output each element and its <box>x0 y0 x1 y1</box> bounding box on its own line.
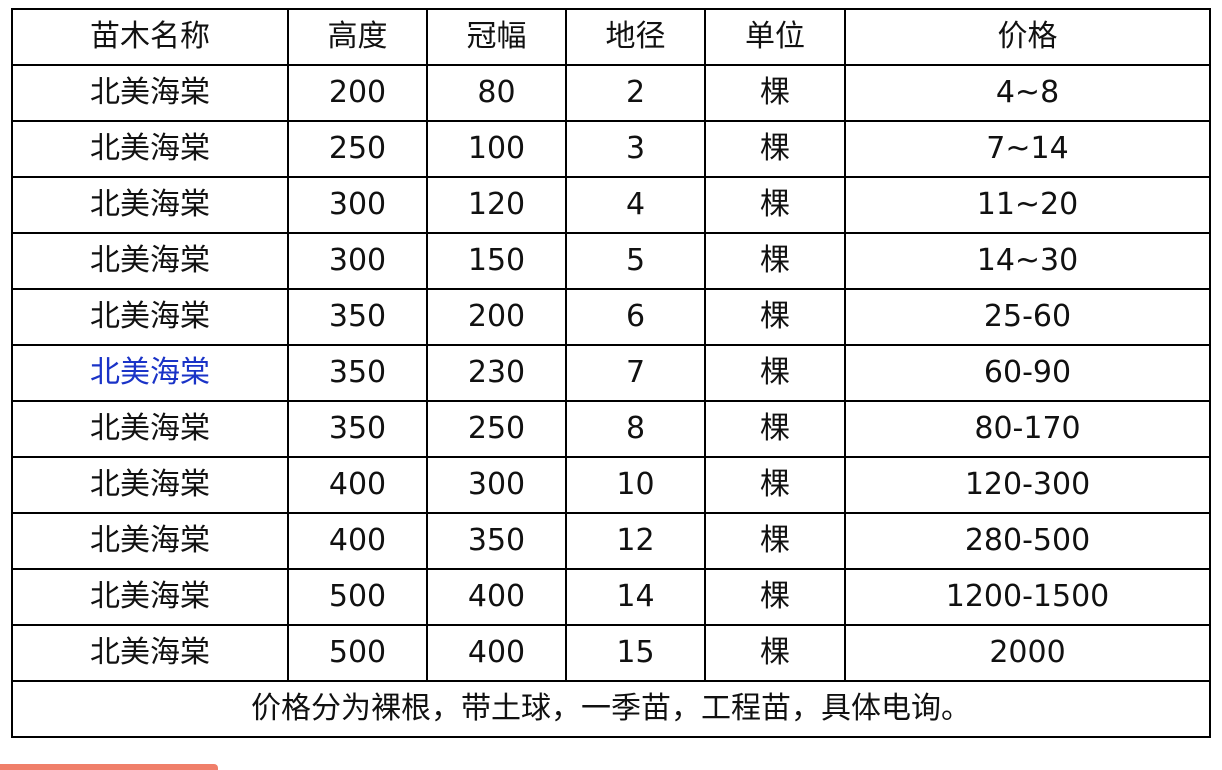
table-cell: 350 <box>287 344 428 402</box>
table-cell: 棵 <box>704 624 846 682</box>
table-cell: 北美海棠 <box>11 512 289 570</box>
table-row: 北美海棠 400 300 10 棵 120-300 <box>11 456 1211 514</box>
table-cell: 6 <box>565 288 706 346</box>
table-row: 北美海棠 200 80 2 棵 4~8 <box>11 64 1211 122</box>
table-cell: 11~20 <box>844 176 1211 234</box>
table-cell: 棵 <box>704 400 846 458</box>
table-row: 北美海棠 500 400 14 棵 1200-1500 <box>11 568 1211 626</box>
table-cell: 14~30 <box>844 232 1211 290</box>
table-cell: 250 <box>287 120 428 178</box>
table-cell: 500 <box>287 624 428 682</box>
header-cell: 冠幅 <box>426 8 567 66</box>
table-cell: 25-60 <box>844 288 1211 346</box>
table-row: 北美海棠 500 400 15 棵 2000 <box>11 624 1211 682</box>
table-row: 北美海棠 250 100 3 棵 7~14 <box>11 120 1211 178</box>
header-row: 苗木名称 高度 冠幅 地径 单位 价格 <box>11 8 1211 66</box>
table-cell: 3 <box>565 120 706 178</box>
table-cell: 北美海棠 <box>11 288 289 346</box>
table-cell: 北美海棠 <box>11 120 289 178</box>
header-cell: 价格 <box>844 8 1211 66</box>
table-cell: 100 <box>426 120 567 178</box>
table-cell: 150 <box>426 232 567 290</box>
header-cell: 苗木名称 <box>11 8 289 66</box>
table-cell: 棵 <box>704 344 846 402</box>
table-cell: 300 <box>287 176 428 234</box>
table-row: 北美海棠 300 150 5 棵 14~30 <box>11 232 1211 290</box>
table-cell: 北美海棠 <box>11 568 289 626</box>
table-cell: 棵 <box>704 456 846 514</box>
table-cell: 200 <box>426 288 567 346</box>
table-cell: 15 <box>565 624 706 682</box>
table-cell: 棵 <box>704 288 846 346</box>
table-cell: 10 <box>565 456 706 514</box>
table-cell: 棵 <box>704 568 846 626</box>
table-cell: 7 <box>565 344 706 402</box>
table-cell: 280-500 <box>844 512 1211 570</box>
table-cell: 北美海棠 <box>11 232 289 290</box>
table-cell: 北美海棠 <box>11 624 289 682</box>
table-cell: 120-300 <box>844 456 1211 514</box>
header-cell: 高度 <box>287 8 428 66</box>
table-cell: 北美海棠 <box>11 400 289 458</box>
table-cell: 1200-1500 <box>844 568 1211 626</box>
footer-row: 价格分为裸根，带土球，一季苗，工程苗，具体电询。 <box>11 680 1211 738</box>
header-cell: 地径 <box>565 8 706 66</box>
table-row: 北美海棠 350 250 8 棵 80-170 <box>11 400 1211 458</box>
table-cell: 棵 <box>704 120 846 178</box>
table-cell: 14 <box>565 568 706 626</box>
table-cell: 60-90 <box>844 344 1211 402</box>
table-cell: 棵 <box>704 232 846 290</box>
table-cell: 4~8 <box>844 64 1211 122</box>
table-cell: 80-170 <box>844 400 1211 458</box>
table-cell: 棵 <box>704 176 846 234</box>
table-cell: 5 <box>565 232 706 290</box>
table-cell: 2 <box>565 64 706 122</box>
table-cell: 250 <box>426 400 567 458</box>
price-table: 苗木名称 高度 冠幅 地径 单位 价格 北美海棠 200 80 2 棵 4~8 北美海棠 25… <box>11 8 1211 738</box>
table-cell: 北美海棠 <box>11 456 289 514</box>
table-row: 北美海棠 350 230 7 棵 60-90 <box>11 344 1211 402</box>
table-cell: 8 <box>565 400 706 458</box>
header-cell: 单位 <box>704 8 846 66</box>
table-cell: 12 <box>565 512 706 570</box>
table-cell: 北美海棠 <box>11 344 289 402</box>
table-cell: 7~14 <box>844 120 1211 178</box>
table-cell: 400 <box>426 624 567 682</box>
table-cell: 200 <box>287 64 428 122</box>
table-cell: 北美海棠 <box>11 176 289 234</box>
table-cell: 120 <box>426 176 567 234</box>
table-cell: 300 <box>287 232 428 290</box>
table-cell: 350 <box>426 512 567 570</box>
orange-scroll-bar <box>0 764 218 770</box>
table-cell: 2000 <box>844 624 1211 682</box>
table-cell: 北美海棠 <box>11 64 289 122</box>
footer-note: 价格分为裸根，带土球，一季苗，工程苗，具体电询。 <box>11 680 1211 738</box>
table-cell: 400 <box>287 512 428 570</box>
table-cell: 300 <box>426 456 567 514</box>
table-cell: 400 <box>426 568 567 626</box>
table-cell: 400 <box>287 456 428 514</box>
table-cell: 棵 <box>704 64 846 122</box>
table-cell: 350 <box>287 288 428 346</box>
table-row: 北美海棠 350 200 6 棵 25-60 <box>11 288 1211 346</box>
table-row: 北美海棠 400 350 12 棵 280-500 <box>11 512 1211 570</box>
table-cell: 350 <box>287 400 428 458</box>
table-cell: 4 <box>565 176 706 234</box>
table-cell: 500 <box>287 568 428 626</box>
table-cell: 80 <box>426 64 567 122</box>
table-row: 北美海棠 300 120 4 棵 11~20 <box>11 176 1211 234</box>
table-cell: 棵 <box>704 512 846 570</box>
table-cell: 230 <box>426 344 567 402</box>
